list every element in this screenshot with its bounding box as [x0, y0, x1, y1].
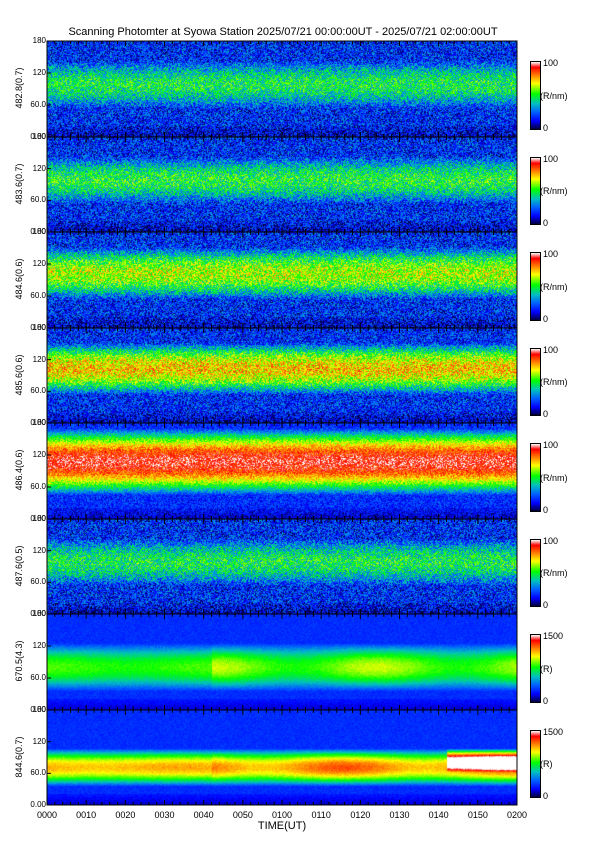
x-tick-label: 0020 — [115, 810, 136, 820]
y-tick-label: 0.00 — [30, 323, 46, 332]
y-tick-label: 60.0 — [30, 195, 46, 205]
colorbar-max-label: 100 — [543, 58, 559, 68]
y-tick-label: 180 — [32, 609, 46, 618]
y-tick-label: 60.0 — [30, 768, 46, 778]
colorbar-unit-label: (R/nm) — [540, 90, 568, 101]
panel-frame-5 — [46, 422, 518, 520]
colorbar — [530, 61, 541, 130]
colorbar-unit-label: (R) — [540, 759, 553, 769]
y-tick-label: 60.0 — [30, 386, 46, 396]
panel-frame-2 — [46, 136, 518, 233]
y-tick-label: 0.00 — [30, 800, 46, 809]
colorbar-max-label: 100 — [543, 345, 559, 355]
y-tick-label: 0.00 — [30, 227, 46, 236]
y-tick-label: 180 — [32, 323, 46, 332]
y-tick-label: 120 — [32, 354, 46, 364]
y-tick-label: 120 — [32, 163, 46, 173]
y-tick-label: 120 — [32, 736, 46, 746]
colorbar — [530, 634, 541, 703]
colorbar-min-label: 0 — [543, 314, 549, 324]
colorbar — [530, 443, 541, 512]
x-tick-label: 0010 — [76, 810, 97, 820]
heatmap-panel-3 — [47, 232, 517, 328]
heatmap-panel-5 — [47, 423, 517, 519]
colorbar-max-label: 100 — [543, 536, 559, 546]
colorbar-max-label: 1500 — [543, 727, 564, 737]
colorbar-unit-label: (R/nm) — [540, 186, 568, 196]
x-tick-label: 0130 — [389, 810, 410, 820]
y-tick-label: 60.0 — [30, 291, 46, 300]
colorbar-min-label: 0 — [543, 791, 549, 801]
colorbar — [530, 348, 541, 416]
y-tick-label: 0.00 — [30, 705, 46, 714]
y-tick-label: 120 — [32, 450, 46, 459]
y-tick-label: 60.0 — [30, 673, 46, 682]
colorbar-min-label: 0 — [543, 123, 549, 133]
x-tick-label: 0150 — [467, 810, 488, 820]
colorbar — [530, 730, 541, 798]
x-tick-label: 0140 — [428, 810, 449, 820]
x-tick-label: 0000 — [36, 810, 58, 820]
y-tick-label: 180 — [32, 227, 46, 236]
heatmap-panel-2 — [47, 137, 517, 232]
colorbar-unit-label: (R/nm) — [540, 377, 568, 387]
colorbar-unit-label: (R/nm) — [540, 472, 568, 483]
panel-frame-7 — [46, 613, 518, 711]
panel-frame-1 — [46, 40, 518, 138]
x-tick-label: 0110 — [311, 810, 331, 820]
y-tick-label: 0.00 — [30, 609, 46, 618]
panel-frame-4 — [46, 327, 518, 424]
heatmap-panel-1 — [47, 41, 517, 137]
heatmap-panel-4 — [47, 328, 517, 423]
heatmap-panel-8 — [47, 710, 517, 805]
y-tick-label: 0.00 — [30, 132, 46, 141]
panel-frame-3 — [46, 231, 518, 329]
colorbar — [530, 539, 541, 607]
y-tick-label: 180 — [32, 132, 46, 141]
panel-frame-8 — [46, 709, 518, 806]
y-tick-label: 180 — [32, 705, 46, 714]
y-tick-label: 180 — [32, 418, 46, 427]
colorbar-unit-label: (R) — [540, 663, 553, 674]
y-tick-label: 180 — [32, 36, 46, 45]
colorbar-min-label: 0 — [543, 409, 549, 419]
x-tick-label: 0200 — [506, 810, 528, 820]
colorbar — [530, 157, 541, 225]
x-tick-label: 0050 — [232, 810, 253, 820]
y-tick-label: 120 — [32, 641, 46, 650]
colorbar-min-label: 0 — [543, 600, 549, 610]
y-tick-label: 0.00 — [30, 514, 46, 523]
y-tick-label: 60.0 — [30, 100, 46, 109]
colorbar-max-label: 100 — [543, 154, 559, 164]
colorbar-min-label: 0 — [543, 218, 549, 228]
x-tick-label: 0100 — [271, 810, 293, 820]
y-tick-label: 60.0 — [30, 482, 46, 491]
colorbar-max-label: 100 — [543, 249, 559, 259]
colorbar-unit-label: (R/nm) — [540, 568, 568, 578]
x-tick-label: 0040 — [193, 810, 214, 820]
colorbar — [530, 252, 541, 321]
x-axis-label: TIME(UT) — [257, 820, 307, 832]
x-tick-label: 0030 — [154, 810, 175, 820]
heatmap-panel-6 — [47, 519, 517, 614]
colorbar-max-label: 1500 — [543, 631, 564, 641]
y-tick-label: 120 — [32, 545, 46, 555]
colorbar-max-label: 100 — [543, 440, 559, 450]
panel-frame-6 — [46, 518, 518, 615]
colorbar-unit-label: (R/nm) — [540, 281, 568, 292]
y-tick-label: 120 — [32, 259, 46, 268]
y-tick-label: 60.0 — [30, 577, 46, 587]
y-tick-label: 120 — [32, 68, 46, 77]
y-tick-label: 0.00 — [30, 418, 46, 427]
colorbar-min-label: 0 — [543, 505, 549, 515]
heatmap-panel-7 — [47, 614, 517, 710]
chart-title: Scanning Photomter at Syowa Station 2025… — [68, 26, 498, 38]
x-tick-label: 0120 — [350, 810, 371, 820]
colorbar-min-label: 0 — [543, 696, 549, 706]
y-tick-label: 180 — [32, 514, 46, 523]
